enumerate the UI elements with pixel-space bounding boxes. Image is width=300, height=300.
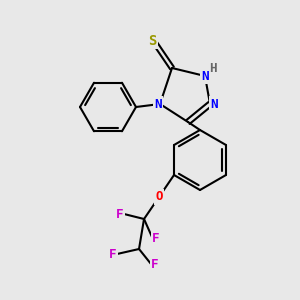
Text: N: N — [154, 98, 162, 110]
Text: H: H — [209, 61, 217, 74]
Text: F: F — [109, 248, 117, 260]
Text: S: S — [148, 34, 156, 48]
Text: N: N — [210, 98, 218, 110]
Text: F: F — [152, 232, 160, 245]
Text: F: F — [116, 208, 124, 220]
Text: F: F — [151, 257, 159, 271]
Text: O: O — [155, 190, 163, 203]
Text: N: N — [201, 70, 209, 83]
